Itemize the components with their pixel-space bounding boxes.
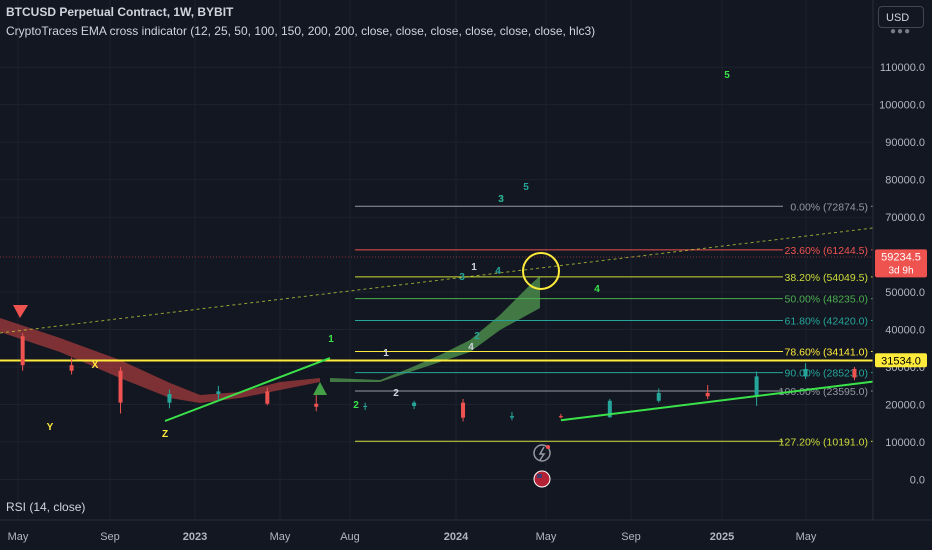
candle-body [20,336,25,366]
time-tick-label: May [796,531,817,543]
wave-label: 4 [468,342,474,353]
fib-label: 38.20% (54049.5) [785,272,868,284]
time-tick-label: May [8,531,29,543]
candle-body [558,416,563,418]
candle-body [803,368,808,377]
wave-label: 5 [724,70,730,81]
highlight-circle [522,252,560,290]
symbol-title[interactable]: BTCUSD Perpetual Contract, 1W, BYBIT [6,5,234,19]
wave-label: 1 [383,348,389,359]
time-tick-label: 2023 [183,531,207,543]
candle-body [167,394,172,403]
candle-body [509,416,514,418]
indicator-legend[interactable]: CryptoTraces EMA cross indicator (12, 25… [6,24,596,38]
notification-dot [546,445,550,449]
price-tag-countdown: 3d 9h [888,265,913,276]
price-tag-value: 31534.0 [881,355,921,367]
candle-body [656,392,661,401]
wave-label: 1 [328,334,334,345]
price-tick-label: 110000.0 [880,62,925,74]
wave-label: 1 [471,262,477,273]
time-axis[interactable]: May Sep 2023 May Aug 2024 May Sep 2025 May [0,519,932,543]
wave-label: 4 [594,284,600,295]
price-tick-label: 20000.0 [885,400,925,412]
time-tick-label: Sep [100,531,120,543]
wave-label: 3 [498,194,504,205]
lightning-bolt [538,446,546,461]
candle-body [118,370,123,403]
wave-label: 4 [495,266,501,277]
wave-label: 2 [353,400,359,411]
buy-signal-arrow-icon [313,382,327,395]
fib-label: 61.80% (42420.0) [785,315,868,327]
fib-label: 23.60% (61244.5) [785,245,868,257]
price-tick-label: 10000.0 [885,437,925,449]
price-tag-value: 59234.5 [881,251,921,263]
price-tick-label: 90000.0 [885,137,925,149]
channel-line [164,357,331,422]
wave-label: 2 [393,388,399,399]
ema-ribbon-red [0,318,320,403]
lightning-icon [533,444,551,462]
wave-label: 3 [459,272,465,283]
time-tick-label: Aug [340,531,360,543]
time-tick-label: May [270,531,291,543]
time-tick-label: 2024 [444,531,469,543]
wave-label: 5 [523,182,529,193]
candle-body [852,368,857,378]
time-tick-label: 2025 [710,531,734,543]
sell-signal-arrow-icon [13,305,28,318]
dotted-trendline [0,227,874,334]
fib-label: 50.00% (48235.0) [785,294,868,306]
candle-body [216,391,221,395]
candle-body [265,391,270,404]
candle-body [461,402,466,418]
candle-body [607,400,612,418]
wave-label: X [92,360,99,371]
candle-body [754,376,759,397]
more-icon[interactable]: ●●● [890,26,912,37]
wave-label: 2 [474,331,480,342]
price-tick-label: 80000.0 [885,175,925,187]
fib-label: 127.20% (10191.0) [779,436,868,448]
chart-grid [0,0,873,520]
price-tag-bg [875,249,927,278]
trend-lines [0,227,874,422]
price-tick-label: 40000.0 [885,325,925,337]
time-tick-label: Sep [621,531,641,543]
candle-body [412,402,417,407]
price-axis[interactable]: 110000.0 100000.0 90000.0 80000.0 70000.0 500… [872,0,932,520]
candle-body [363,406,368,408]
rsi-legend[interactable]: RSI (14, close) [6,500,86,514]
fibonacci-retracement[interactable]: 0.00% (72874.5) 23.60% (61244.5) 38.20% (5… [355,201,873,448]
price-tick-label: 0.0 [910,475,925,487]
fib-label: 0.00% (72874.5) [790,201,868,213]
wave-label: Y [47,422,54,433]
wave-label: Z [162,429,168,440]
wave-label: 3 [498,194,504,205]
time-tick-label: May [536,531,557,543]
flag-canton [537,474,542,478]
fib-label: 100.00% (23595.0) [779,386,868,398]
candle-body [314,403,319,407]
price-tick-label: 70000.0 [885,212,925,224]
candle-body [69,365,74,371]
us-flag-icon [533,470,551,488]
ema-ribbon [0,276,540,403]
price-tick-label: 50000.0 [885,287,925,299]
candle-body [705,392,710,397]
currency-button[interactable]: USD [878,6,924,28]
fib-label: 78.60% (34141.0) [785,347,868,359]
price-tag-bg [875,353,927,368]
price-tick-label: 100000.0 [879,100,925,112]
